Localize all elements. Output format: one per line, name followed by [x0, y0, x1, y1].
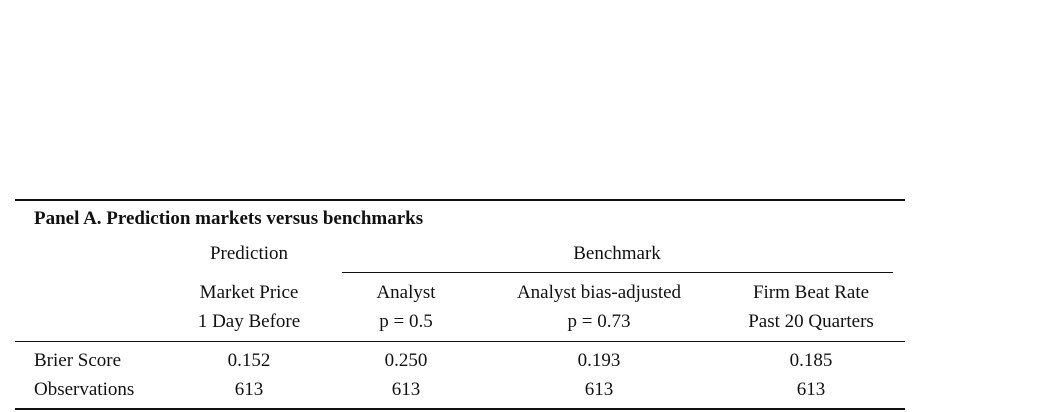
row-label: Observations — [34, 379, 135, 400]
row-label: Brier Score — [34, 350, 122, 371]
column-header: Firm Beat Rate — [752, 282, 870, 303]
column-header: Market Price — [199, 282, 299, 303]
mid-rule — [15, 341, 905, 342]
cell: 0.185 — [789, 350, 833, 371]
cell: 613 — [234, 379, 264, 400]
group-header: Prediction — [209, 243, 289, 264]
panel-title: Panel A. Prediction markets versus bench… — [34, 208, 424, 229]
cell: 0.152 — [227, 350, 271, 371]
group-rule — [342, 272, 893, 273]
cell: 0.250 — [384, 350, 428, 371]
top-rule — [15, 199, 905, 201]
cell: 613 — [584, 379, 614, 400]
cell: 613 — [796, 379, 826, 400]
cell: 613 — [391, 379, 421, 400]
bottom-rule — [15, 408, 905, 410]
cell: 0.193 — [577, 350, 621, 371]
column-header: p = 0.5 — [379, 311, 433, 332]
column-header: Analyst — [376, 282, 436, 303]
group-header: Benchmark — [573, 243, 661, 264]
column-header: Analyst bias-adjusted — [516, 282, 682, 303]
column-header: Past 20 Quarters — [748, 311, 874, 332]
column-header: 1 Day Before — [197, 311, 301, 332]
column-header: p = 0.73 — [567, 311, 631, 332]
